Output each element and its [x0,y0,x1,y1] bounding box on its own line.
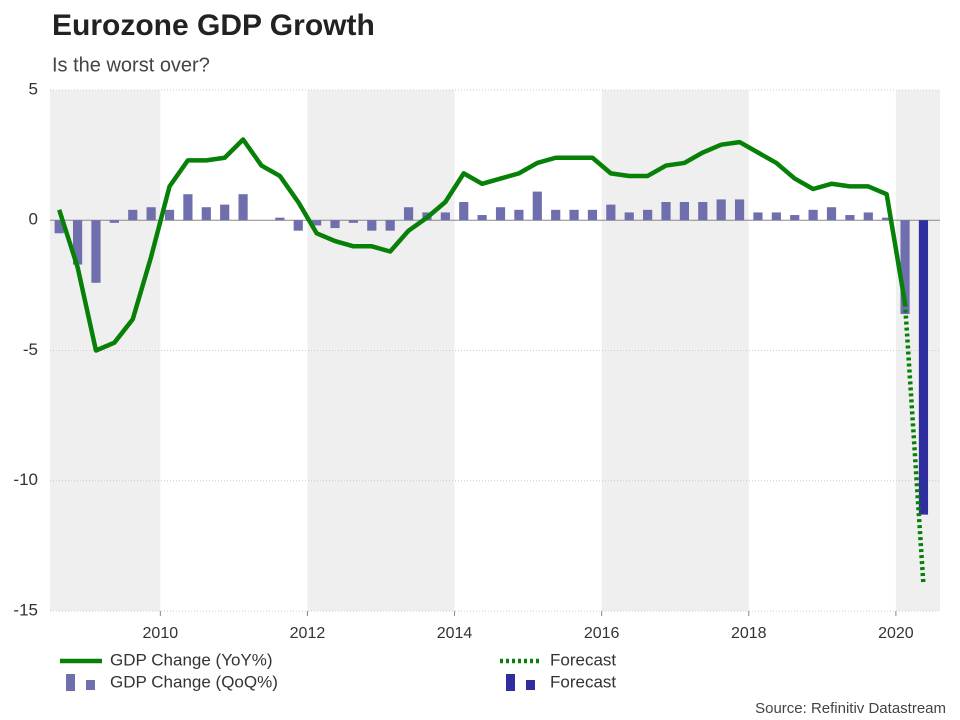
bar [495,207,506,221]
bar [698,202,708,221]
bar [661,202,671,221]
bar [275,217,285,221]
bar [845,215,855,221]
y-tick-label: -15 [13,600,38,619]
bar [201,207,211,221]
bar [734,199,745,221]
legend: GDP Change (QoQ%) Forecast GDP Change (YoY… [60,650,616,691]
source: Source: Refinitiv Datastream [755,700,946,717]
bar [312,220,322,226]
bar [716,199,726,221]
bar [587,209,598,221]
bar [459,202,469,221]
y-tick-label: 5 [29,79,38,98]
bar [771,212,781,221]
bar [882,217,892,221]
bar [863,212,873,221]
bar [551,209,561,221]
bar [385,220,395,231]
bar [514,209,524,221]
bar [477,215,487,221]
x-tick-label: 2010 [143,625,179,642]
legend-label: Forecast [550,672,616,691]
marks [54,137,929,586]
legend-label: GDP Change (QoQ%) [110,672,278,691]
line [902,303,926,586]
legend-swatch [86,680,95,690]
bar [72,220,83,265]
legend-label: Forecast [550,650,616,669]
legend-label: GDP Change (YoY%) [110,650,273,669]
bar [918,220,929,515]
bar [164,209,175,221]
bar [220,204,230,221]
line [57,137,908,353]
bar [900,220,910,315]
bar [109,220,119,223]
bar [826,207,837,221]
y-tick-label: 0 [29,210,38,229]
bar [91,220,101,283]
bar [643,209,653,221]
bar [183,194,193,221]
x-tick-label: 2016 [584,625,620,642]
bar [348,220,359,223]
x-tick-label: 2012 [290,625,326,642]
bar [679,202,689,221]
bar [624,212,634,221]
bar [367,220,377,231]
legend-swatch [526,680,535,690]
bar [790,215,800,221]
bar [753,212,763,221]
x-tick-label: 2020 [878,625,914,642]
y-tick-label: -10 [13,470,38,489]
bar [128,209,138,221]
bar [606,204,616,221]
chart-title: Eurozone GDP Growth [52,9,375,42]
bar [54,220,64,234]
x-tick-label: 2014 [437,625,473,642]
chart-subtitle: Is the worst over? [52,54,210,76]
grid: 5 0 -5 -10 -15 2010 2012 2014 2016 2018 2020 [13,79,940,642]
bar [293,220,303,231]
legend-swatch [66,674,75,691]
bar [146,207,156,221]
y-tick-label: -5 [23,340,38,359]
bar [532,191,542,221]
bar [330,220,340,229]
bar [440,212,450,221]
legend-swatch [506,674,515,691]
bar [808,209,818,221]
bar [569,209,579,221]
x-tick-label: 2018 [731,625,767,642]
bar [238,194,248,221]
bar [403,207,414,221]
